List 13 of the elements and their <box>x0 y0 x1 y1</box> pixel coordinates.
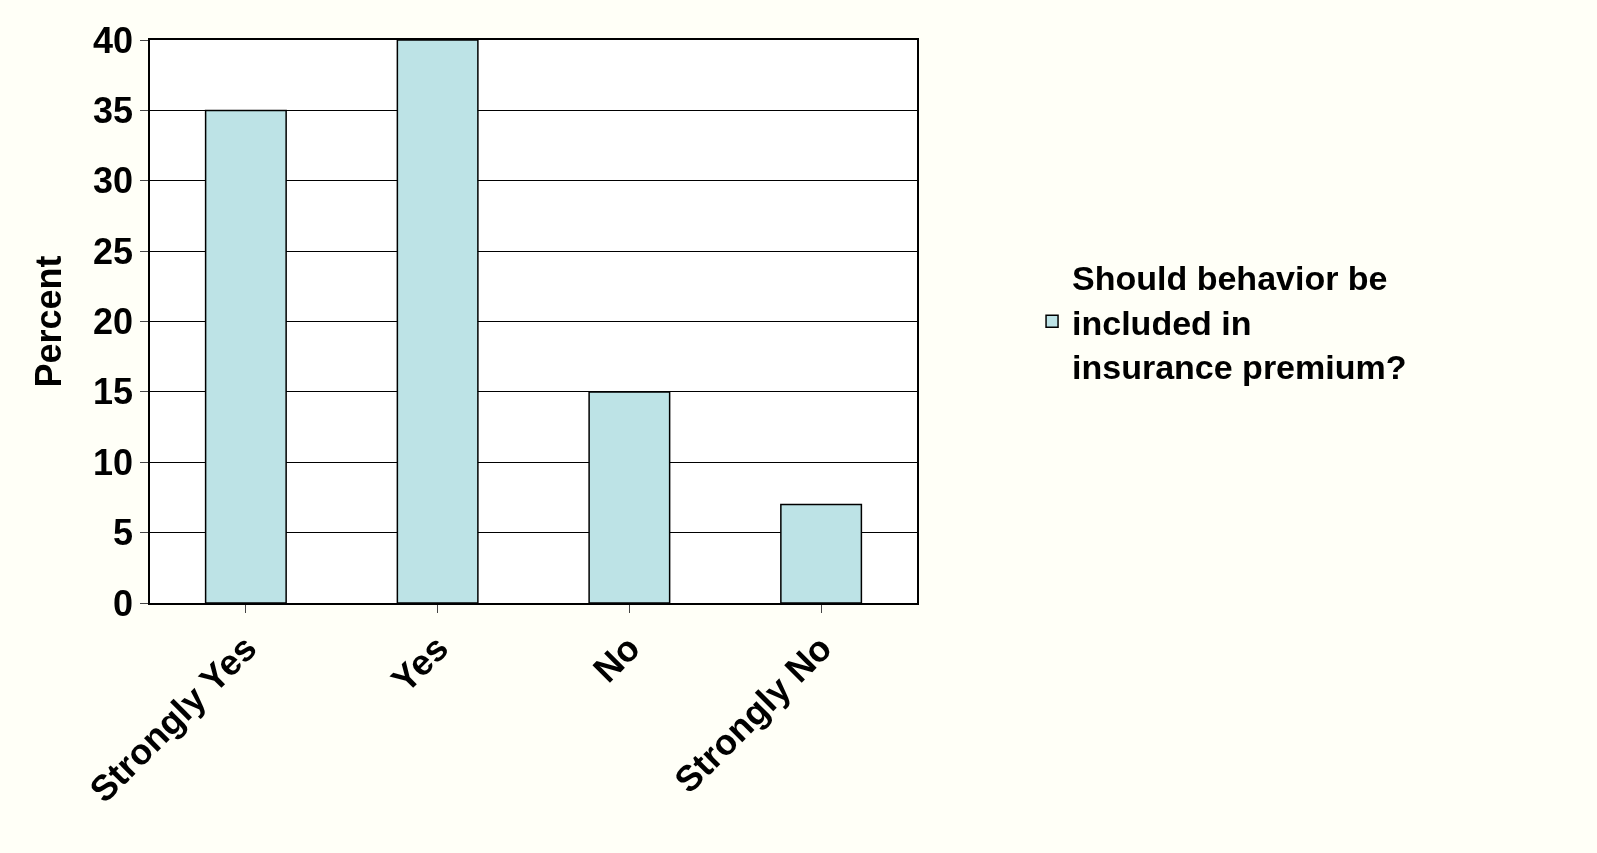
x-tick-label: No <box>584 627 648 691</box>
y-tick-label: 25 <box>93 230 134 272</box>
y-tick-label: 5 <box>113 512 134 554</box>
y-tick-label: 15 <box>93 371 134 413</box>
y-tick-label: 35 <box>93 89 134 131</box>
y-tick-label: 20 <box>93 301 134 343</box>
legend-label: Should behavior be included in insurance premium? <box>1072 259 1407 386</box>
y-axis-title: Percent <box>28 255 70 388</box>
y-tick-label: 30 <box>93 160 134 202</box>
x-tick-label: Yes <box>383 627 457 701</box>
y-tick-label: 0 <box>113 582 134 624</box>
y-tick-label: 10 <box>93 441 134 483</box>
y-tick-label: 40 <box>93 19 134 61</box>
